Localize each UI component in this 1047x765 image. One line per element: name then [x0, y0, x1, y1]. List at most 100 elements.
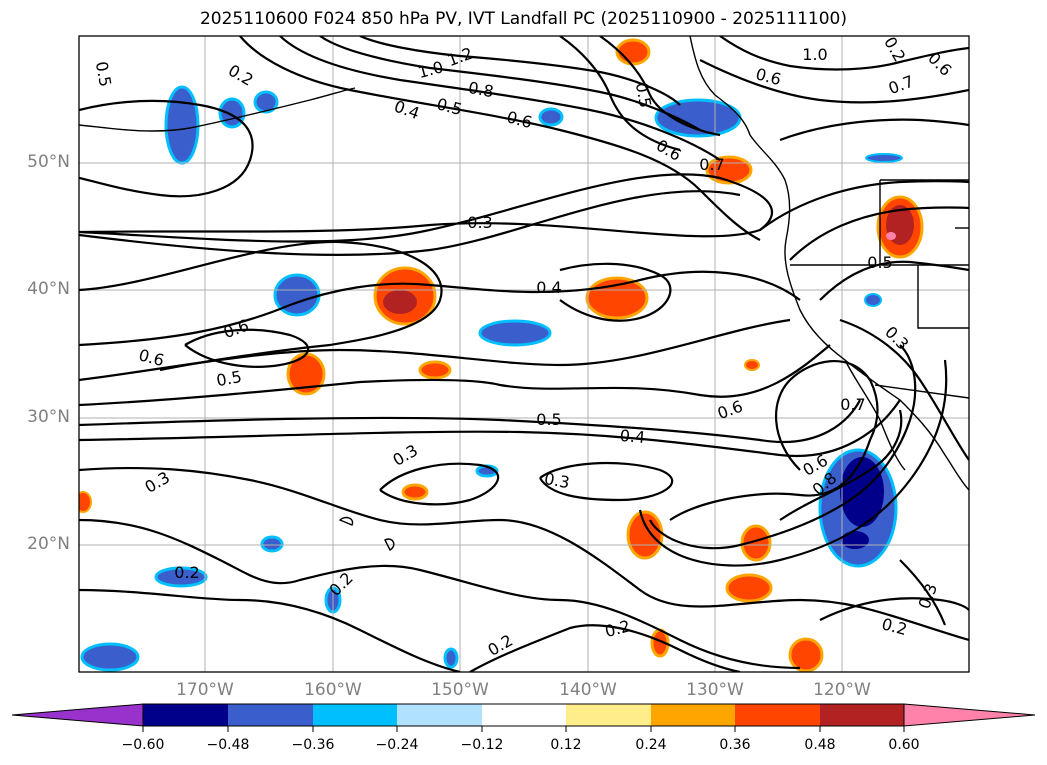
contour-label: 0.2 — [225, 61, 257, 90]
contour-label: 0.5 — [867, 253, 892, 272]
contour-line — [699, 59, 969, 104]
pv-negative-patch — [154, 566, 208, 588]
contour-label: 0.2 — [484, 631, 516, 660]
contour-line — [719, 36, 969, 71]
pv-positive-patch — [740, 524, 772, 562]
colorbar-segment — [651, 704, 735, 726]
contour-label: 0.4 — [536, 278, 561, 297]
contour-label: 1.0 — [416, 57, 446, 82]
colorbar-tick-label: 0.24 — [635, 737, 667, 753]
colorbar-segment — [143, 704, 228, 726]
contour-label: 0.2 — [880, 614, 910, 639]
contour-line — [539, 461, 674, 502]
colorbar-segment — [482, 704, 566, 726]
contour-label: 0.8 — [467, 78, 495, 101]
pv-positive-patch — [626, 510, 664, 560]
contour-line — [599, 36, 721, 137]
contour-line — [649, 344, 917, 550]
colorbar — [11, 703, 1036, 732]
pv-positive-patch — [886, 232, 896, 240]
contour-label: 0.5 — [215, 367, 243, 390]
pv-negative-patch — [80, 642, 140, 672]
contour-label: 0.6 — [137, 345, 167, 370]
contour-line — [899, 559, 947, 626]
pv-positive-patch — [788, 637, 824, 672]
pv-negative-patch — [538, 107, 564, 127]
contour-line — [638, 359, 948, 567]
contour-label: 0.6 — [715, 397, 745, 424]
contour-line — [279, 36, 721, 161]
coastline — [917, 265, 969, 329]
contour-line — [184, 328, 310, 368]
contour-label: 0.5 — [632, 81, 655, 109]
coastlines — [79, 36, 969, 552]
pv-positive-patch — [725, 573, 773, 603]
pv-negative-patch — [253, 90, 279, 114]
map-frame — [78, 35, 970, 673]
contour-line — [759, 180, 969, 231]
pv-positive-patch — [418, 360, 452, 380]
contour-label: 0.3 — [141, 468, 173, 497]
colorbar-segment — [735, 704, 820, 726]
contour-line — [79, 318, 791, 382]
colorbar-tick-label: −0.48 — [206, 737, 250, 753]
coastline — [689, 36, 969, 491]
contour-label: 0.4 — [392, 97, 422, 124]
contour-line — [819, 597, 969, 621]
colorbar-tick-label: −0.60 — [121, 737, 165, 753]
contour-line — [79, 344, 831, 407]
contour-line — [789, 206, 969, 261]
gridlines — [79, 36, 969, 672]
contour-line — [469, 624, 741, 672]
colorbar-tick-label: 0.12 — [550, 737, 582, 753]
pv-positive-patch — [79, 491, 92, 513]
pv-negative-patch — [164, 85, 200, 165]
contour-line — [779, 118, 969, 142]
contour-line — [79, 99, 254, 198]
contour-line — [559, 262, 672, 322]
coastline — [384, 538, 395, 552]
contour-line — [79, 588, 461, 672]
colorbar-extend-right — [903, 703, 1036, 727]
contour-label: 0.7 — [840, 395, 865, 414]
pv-positive-patch — [615, 38, 651, 66]
contour-line — [319, 36, 701, 131]
contour-line — [79, 173, 774, 243]
pv-positive-patch — [383, 290, 417, 314]
colorbar-segment — [397, 704, 482, 726]
contour-line — [79, 399, 861, 443]
pv-positive-patch — [744, 359, 760, 371]
colorbar-tick-label: 0.48 — [804, 737, 836, 753]
chart-title: 2025110600 F024 850 hPa PV, IVT Landfall… — [199, 9, 847, 29]
contour-line — [379, 462, 500, 506]
contour-line — [79, 518, 801, 670]
contour-label: 0.6 — [924, 48, 955, 79]
pv-negative-patch — [865, 153, 903, 163]
lon-label-140w: 140°W — [559, 680, 617, 700]
lon-label-130w: 130°W — [686, 680, 744, 700]
contour-line — [779, 409, 903, 521]
contour-line — [239, 36, 761, 241]
colorbar-tick-label: 0.36 — [719, 737, 751, 753]
contour-label: 0.6 — [505, 107, 535, 132]
contour-line — [669, 359, 879, 521]
contour-line — [79, 466, 969, 642]
pv-negative-patch — [443, 647, 459, 669]
contour-line — [819, 260, 969, 301]
contour-label: 0.7 — [699, 155, 724, 174]
colorbar-segment — [228, 704, 313, 726]
contour-label: 0.2 — [603, 616, 633, 641]
contour-line — [839, 318, 969, 461]
colorbar-tick-label: −0.36 — [291, 737, 335, 753]
contour-line — [79, 190, 741, 256]
pv-negative-patch — [478, 319, 552, 347]
coastline — [844, 359, 906, 471]
colorbar-segment — [313, 704, 397, 726]
colorbar-tick-label: −0.12 — [460, 737, 504, 753]
contour-line — [79, 270, 801, 347]
contour-label: 1.0 — [802, 45, 827, 64]
pv-positive-patch — [401, 483, 429, 501]
contour-line — [559, 36, 681, 152]
colorbar-segment — [820, 704, 904, 726]
